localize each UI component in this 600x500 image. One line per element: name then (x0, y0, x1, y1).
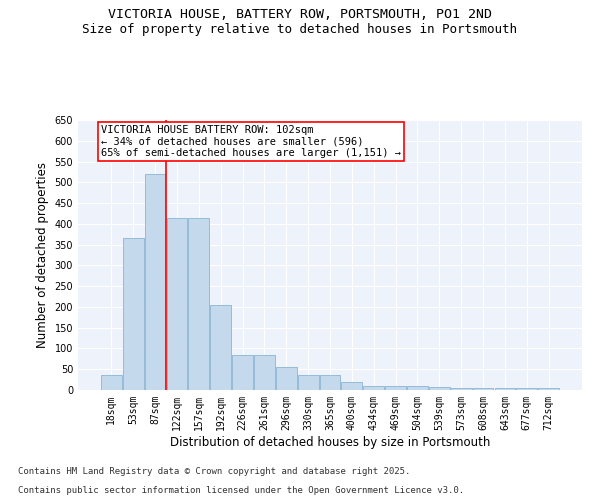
Text: Size of property relative to detached houses in Portsmouth: Size of property relative to detached ho… (83, 22, 517, 36)
Bar (385, 386, 406, 390)
Bar (210, 305, 231, 390)
Text: Contains public sector information licensed under the Open Government Licence v3: Contains public sector information licen… (18, 486, 464, 495)
Bar (167, 218, 187, 390)
X-axis label: Distribution of detached houses by size in Portsmouth: Distribution of detached houses by size … (170, 436, 490, 448)
Bar (364, 386, 384, 390)
Bar (429, 386, 450, 390)
Bar (407, 386, 428, 390)
Bar (145, 174, 166, 390)
Bar (101, 376, 122, 390)
Bar (473, 388, 493, 390)
Text: VICTORIA HOUSE BATTERY ROW: 102sqm
← 34% of detached houses are smaller (596)
65: VICTORIA HOUSE BATTERY ROW: 102sqm ← 34%… (101, 125, 401, 158)
Bar (494, 388, 515, 390)
Bar (254, 354, 275, 390)
Bar (232, 354, 253, 390)
Bar (298, 376, 319, 390)
Bar (188, 218, 209, 390)
Bar (123, 238, 143, 390)
Bar (517, 388, 537, 390)
Bar (320, 376, 340, 390)
Bar (451, 388, 472, 390)
Y-axis label: Number of detached properties: Number of detached properties (36, 162, 49, 348)
Text: Contains HM Land Registry data © Crown copyright and database right 2025.: Contains HM Land Registry data © Crown c… (18, 467, 410, 476)
Bar (276, 367, 296, 390)
Bar (538, 388, 559, 390)
Text: VICTORIA HOUSE, BATTERY ROW, PORTSMOUTH, PO1 2ND: VICTORIA HOUSE, BATTERY ROW, PORTSMOUTH,… (108, 8, 492, 20)
Bar (341, 382, 362, 390)
